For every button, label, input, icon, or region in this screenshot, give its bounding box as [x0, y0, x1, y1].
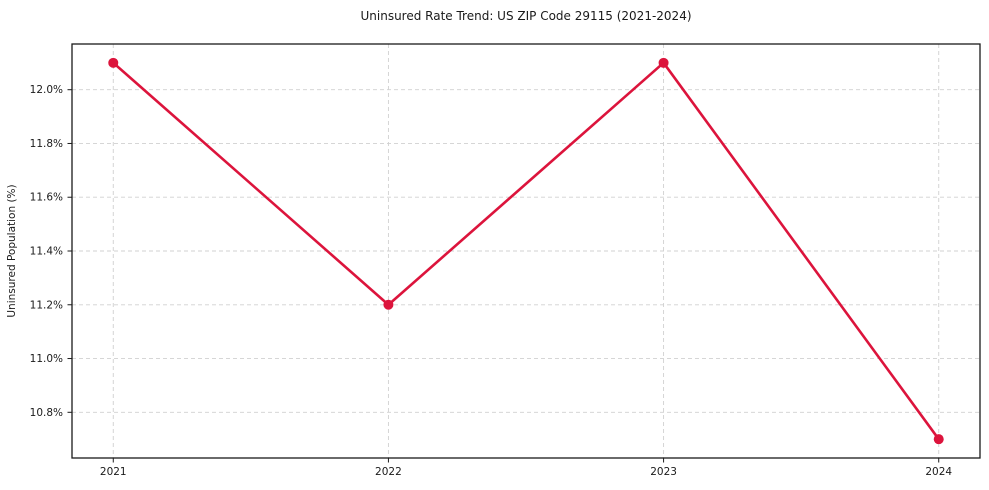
- y-tick-label: 11.0%: [30, 353, 63, 365]
- y-tick-label: 11.6%: [30, 192, 63, 204]
- grid-layer: [72, 44, 980, 458]
- x-tick-label: 2024: [925, 466, 952, 478]
- data-point: [108, 57, 119, 68]
- y-tick-label: 11.2%: [30, 299, 63, 311]
- trend-line: [111, 60, 941, 441]
- x-tick-label: 2022: [375, 466, 402, 478]
- axis-layer: 10.8% 11.0% 11.2% 11.4% 11.6% 11.8% 12.0% 2021 2…: [30, 43, 981, 478]
- y-tick-label: 11.8%: [30, 138, 63, 150]
- y-tick-label: 12.0%: [30, 84, 63, 96]
- x-tick-label: 2021: [100, 466, 127, 478]
- y-axis-label: Uninsured Population (%): [6, 184, 18, 317]
- y-tick-label: 11.4%: [30, 246, 63, 258]
- y-tick-label: 10.8%: [30, 407, 63, 419]
- x-tick-label: 2023: [650, 466, 677, 478]
- chart-title: Uninsured Rate Trend: US ZIP Code 29115 …: [360, 9, 691, 23]
- trend-line-series: [108, 57, 944, 445]
- data-point: [658, 57, 669, 68]
- data-point: [933, 434, 944, 445]
- data-point: [383, 299, 394, 310]
